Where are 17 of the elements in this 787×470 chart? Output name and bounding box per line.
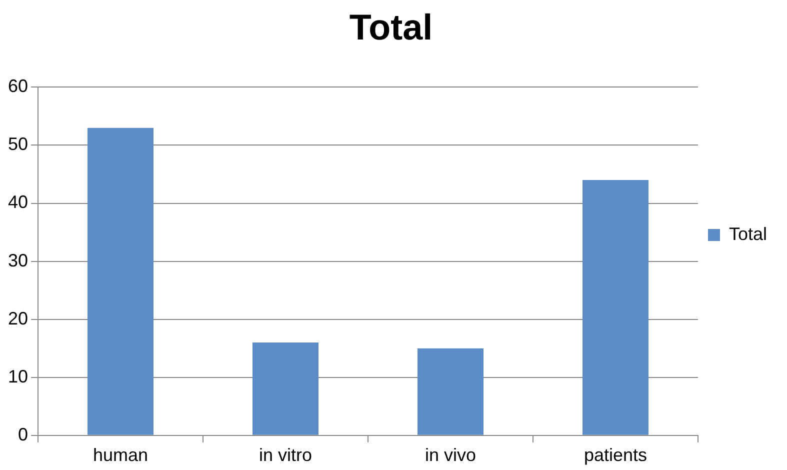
x-tick-label: in vivo [424,445,476,466]
y-tick-label: 30 [8,250,28,270]
chart-title: Total [349,6,433,48]
y-tick-label: 40 [8,192,28,212]
bar [252,342,319,435]
bar [417,348,484,435]
y-tick-label: 10 [8,366,28,386]
y-tick-label: 0 [18,424,28,444]
x-tick-label: human [92,445,148,466]
x-tick-label: in vitro [259,445,312,466]
bar [88,128,154,435]
y-tick-label: 20 [8,308,28,328]
x-tick-label: patients [584,445,648,466]
legend-label: Total [728,224,768,244]
y-tick-label: 50 [8,134,28,154]
y-tick-label: 60 [8,76,28,96]
bar [582,180,648,435]
